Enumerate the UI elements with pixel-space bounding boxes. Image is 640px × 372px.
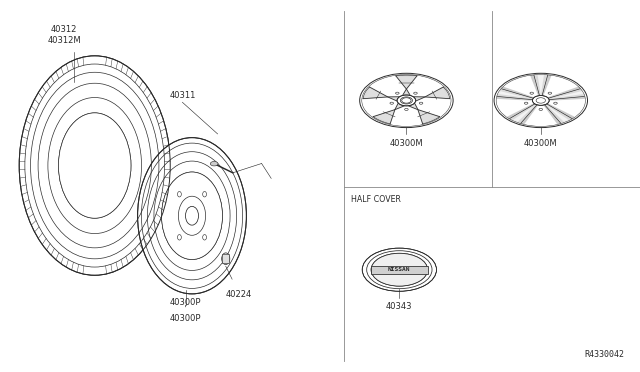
Ellipse shape <box>186 206 198 225</box>
Ellipse shape <box>203 235 207 240</box>
Circle shape <box>401 97 412 104</box>
Text: 40224: 40224 <box>225 290 252 299</box>
Polygon shape <box>497 95 532 100</box>
Text: 40311: 40311 <box>169 92 196 100</box>
Polygon shape <box>497 89 533 100</box>
Polygon shape <box>518 105 538 124</box>
Circle shape <box>390 102 394 104</box>
Polygon shape <box>373 103 404 124</box>
Ellipse shape <box>19 56 170 275</box>
Text: 40300M: 40300M <box>524 139 557 148</box>
Polygon shape <box>509 104 537 123</box>
Circle shape <box>539 108 543 110</box>
Ellipse shape <box>203 192 207 197</box>
Ellipse shape <box>58 113 131 218</box>
Text: 40312
40312M: 40312 40312M <box>47 25 81 45</box>
Ellipse shape <box>161 172 223 260</box>
Circle shape <box>360 73 453 128</box>
Text: R4330042: R4330042 <box>584 350 624 359</box>
Ellipse shape <box>177 192 181 197</box>
Bar <box>371 266 428 274</box>
Bar <box>223 254 229 263</box>
Circle shape <box>532 96 549 105</box>
Circle shape <box>419 102 423 104</box>
Polygon shape <box>508 104 535 120</box>
Polygon shape <box>544 105 563 124</box>
Circle shape <box>413 92 417 94</box>
Text: HALF COVER: HALF COVER <box>351 195 401 203</box>
Circle shape <box>396 92 399 94</box>
Polygon shape <box>545 104 572 123</box>
Text: NISSAN: NISSAN <box>388 267 411 272</box>
Circle shape <box>211 161 218 166</box>
Polygon shape <box>396 76 417 95</box>
Polygon shape <box>500 87 533 99</box>
Polygon shape <box>534 75 548 95</box>
Polygon shape <box>409 103 440 124</box>
Circle shape <box>402 98 411 103</box>
Polygon shape <box>548 89 584 100</box>
Ellipse shape <box>177 235 181 240</box>
Circle shape <box>397 95 416 106</box>
Polygon shape <box>541 75 550 95</box>
Polygon shape <box>548 87 581 99</box>
Ellipse shape <box>221 253 230 264</box>
Polygon shape <box>414 87 450 101</box>
Circle shape <box>494 73 588 128</box>
Circle shape <box>554 102 557 104</box>
Text: 40300P: 40300P <box>170 298 202 307</box>
Circle shape <box>371 253 428 286</box>
Text: 40300M: 40300M <box>390 139 423 148</box>
Circle shape <box>530 92 534 94</box>
Polygon shape <box>363 87 399 101</box>
Polygon shape <box>547 104 574 120</box>
Text: 40300P: 40300P <box>170 314 202 323</box>
Polygon shape <box>531 75 540 95</box>
Text: 40343: 40343 <box>386 302 413 311</box>
Circle shape <box>536 98 545 103</box>
Circle shape <box>404 108 408 110</box>
Polygon shape <box>550 95 584 100</box>
Circle shape <box>524 102 528 104</box>
Ellipse shape <box>138 138 246 294</box>
Circle shape <box>548 92 552 94</box>
